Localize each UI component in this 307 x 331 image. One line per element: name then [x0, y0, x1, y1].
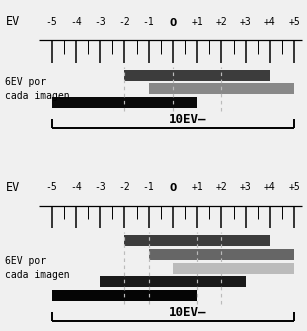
Text: $\bf{0}$: $\bf{0}$	[169, 16, 177, 28]
Text: -1: -1	[143, 182, 154, 192]
Bar	[149, 249, 294, 260]
Bar	[173, 262, 294, 273]
Bar	[52, 97, 197, 108]
Text: EV: EV	[6, 181, 20, 194]
Text: -4: -4	[70, 17, 82, 27]
Text: -3: -3	[94, 17, 106, 27]
Text: -5: -5	[46, 182, 57, 192]
Text: -1: -1	[143, 17, 154, 27]
Text: -5: -5	[46, 17, 57, 27]
Bar	[124, 235, 270, 246]
Text: +4: +4	[264, 182, 276, 192]
Text: -2: -2	[119, 182, 130, 192]
Bar	[149, 83, 294, 94]
Text: 10EV—: 10EV—	[169, 306, 206, 319]
Text: +5: +5	[288, 17, 300, 27]
Text: +2: +2	[216, 17, 227, 27]
Text: -3: -3	[94, 182, 106, 192]
Text: +1: +1	[191, 182, 203, 192]
Text: 6EV por
cada imagen: 6EV por cada imagen	[6, 256, 70, 280]
Text: -4: -4	[70, 182, 82, 192]
Text: -2: -2	[119, 17, 130, 27]
Text: 6EV por
cada imagen: 6EV por cada imagen	[6, 77, 70, 101]
Text: 10EV—: 10EV—	[169, 113, 206, 126]
Bar	[100, 276, 246, 287]
Text: +1: +1	[191, 17, 203, 27]
Bar	[124, 70, 270, 81]
Text: $\bf{0}$: $\bf{0}$	[169, 181, 177, 193]
Text: +3: +3	[240, 182, 251, 192]
Bar	[52, 290, 197, 301]
Text: +5: +5	[288, 182, 300, 192]
Text: +4: +4	[264, 17, 276, 27]
Text: +2: +2	[216, 182, 227, 192]
Text: EV: EV	[6, 15, 20, 28]
Text: +3: +3	[240, 17, 251, 27]
